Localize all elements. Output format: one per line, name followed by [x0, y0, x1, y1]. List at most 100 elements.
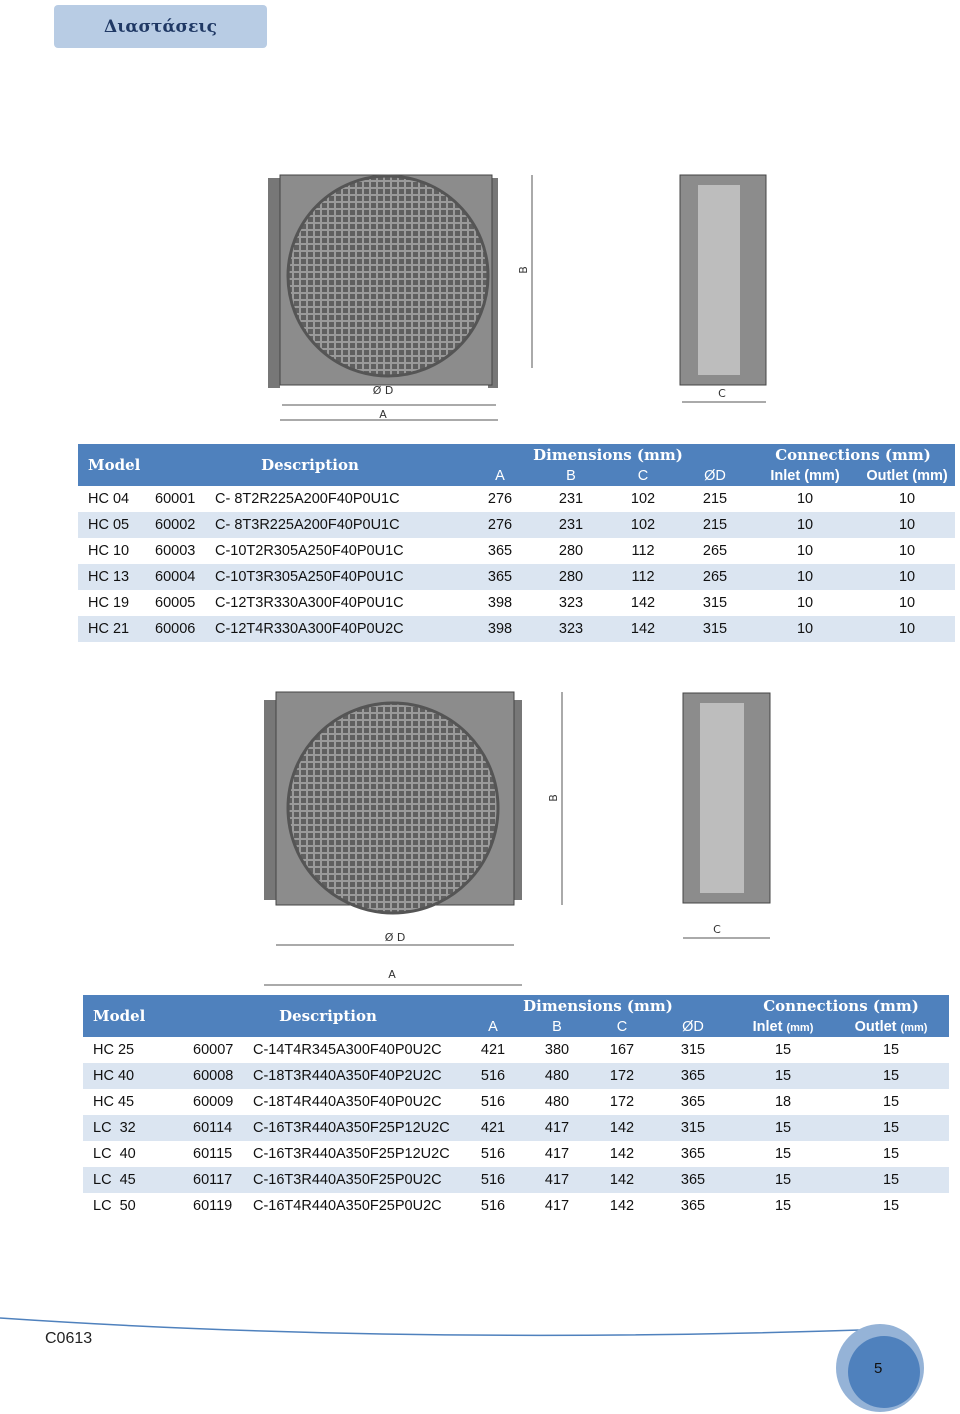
table-cell: 102	[630, 491, 656, 507]
table-cell: 10	[898, 543, 916, 559]
table-cell: 10	[859, 616, 956, 642]
header-cell: Dimensions (mm)	[463, 995, 734, 1016]
table-cell: LC 40	[93, 1146, 136, 1162]
header-row: Model Description Dimensions (mm) Connectio…	[78, 444, 956, 486]
table-cell: HC 05	[78, 512, 155, 538]
table-row: LC 45 60117 C-16T3R440A350F25P0U2C 516 417 14…	[83, 1167, 950, 1193]
table-cell: 112	[607, 564, 680, 590]
table-cell: 315	[702, 595, 728, 611]
table-row: LC 40 60115 C-16T3R440A350F25P12U2C 516 417 1…	[83, 1141, 949, 1167]
table-cell: 421	[463, 1115, 524, 1141]
dim-label: A	[379, 408, 387, 421]
table-cell: 215	[702, 491, 728, 507]
table-cell: 15	[774, 1146, 792, 1162]
coil	[512, 700, 522, 900]
table-cell: 10	[796, 595, 814, 611]
table-cell: 60001	[155, 491, 196, 507]
table-cell: 315	[680, 1042, 706, 1058]
header-row: A B C ØD Inlet (mm) Outlet (mm)	[78, 465, 956, 486]
table-cell: 417	[544, 1198, 570, 1214]
table-cell: HC 10	[88, 543, 130, 559]
table-cell: C-18T4R440A350F40P0U2C	[253, 1094, 442, 1110]
table-2: Model Description Dimensions (mm) Connectio…	[83, 995, 950, 1219]
table-cell: 10	[898, 595, 916, 611]
table-cell: 380	[544, 1042, 570, 1058]
header-cell: Connections (mm)	[751, 444, 956, 465]
page-number: 5	[874, 1360, 883, 1377]
table-cell: 516	[480, 1198, 506, 1214]
header-unit: (mm)	[786, 1021, 814, 1034]
table-cell: 365	[680, 1094, 706, 1110]
table-cell: 365	[653, 1167, 734, 1193]
table-cell: 10	[751, 616, 860, 642]
table-cell: 315	[653, 1115, 734, 1141]
table-row: HC 21 60006 C-12T4R330A300F40P0U2C 398 323 14…	[78, 616, 956, 642]
table-cell: C- 8T3R225A200F40P0U1C	[215, 512, 466, 538]
table-cell: 365	[487, 543, 513, 559]
table-cell: HC 25	[93, 1042, 135, 1058]
table-cell: 516	[480, 1094, 506, 1110]
table-cell: HC 13	[78, 564, 155, 590]
table-cell: 516	[463, 1167, 524, 1193]
table-cell: 172	[609, 1094, 635, 1110]
table-cell: 142	[609, 1198, 635, 1214]
header-cell: Model	[78, 444, 155, 486]
table-cell: 417	[523, 1167, 592, 1193]
table-cell: 10	[859, 564, 956, 590]
table-cell: LC 32	[83, 1115, 193, 1141]
table-cell: 365	[680, 1198, 706, 1214]
table-cell: 421	[480, 1042, 506, 1058]
dim-label: B	[517, 266, 530, 274]
header-cell: Description	[155, 444, 466, 486]
table-cell: 60008	[193, 1063, 253, 1089]
table-cell: 10	[859, 512, 956, 538]
figure-1: Ø D A B C	[268, 174, 767, 421]
table-cell: 15	[833, 1115, 950, 1141]
table-cell: 60007	[193, 1042, 234, 1058]
header-cell: Inlet (mm)	[733, 1016, 834, 1037]
side-inner	[700, 703, 744, 893]
table-cell: 276	[465, 512, 536, 538]
table-cell: 60114	[193, 1115, 253, 1141]
fan-grille	[286, 701, 500, 915]
table-cell: 323	[535, 616, 608, 642]
header-text: Outlet	[854, 1018, 897, 1035]
table-cell: 60006	[155, 616, 215, 642]
doc-code: C0613	[45, 1330, 93, 1347]
header-cell: C	[607, 465, 680, 486]
table-cell: 323	[558, 595, 584, 611]
table-cell: 280	[558, 543, 584, 559]
table-cell: 398	[465, 616, 536, 642]
table-cell: 417	[544, 1146, 570, 1162]
table-cell: 280	[535, 564, 608, 590]
footer-curve	[0, 1317, 861, 1337]
table-cell: 18	[774, 1094, 792, 1110]
header-text: Inlet	[752, 1018, 783, 1035]
table-row: HC 05 60002 C- 8T3R225A200F40P0U1C 276 231 10…	[78, 512, 956, 538]
header-cell: Outlet (mm)	[859, 465, 956, 486]
dim-label: A	[388, 968, 396, 981]
fan-grille	[286, 174, 490, 378]
header-cell: Outlet (mm)	[833, 1016, 950, 1037]
dim-label: Ø D	[373, 384, 394, 397]
header-cell: B	[535, 465, 608, 486]
table-cell: 10	[796, 491, 814, 507]
table-cell: C-10T3R305A250F40P0U1C	[215, 564, 466, 590]
table-row: HC 25 60007 C-14T4R345A300F40P0U2C 421 380 16…	[83, 1037, 949, 1063]
table-cell: 60117	[193, 1167, 253, 1193]
table-cell: 516	[480, 1146, 506, 1162]
table-cell: 172	[591, 1063, 654, 1089]
table-cell: 15	[774, 1042, 792, 1058]
table-row: HC 13 60004 C-10T3R305A250F40P0U1C 365 280 11…	[78, 564, 956, 590]
header-row: Model Description Dimensions (mm) Connectio…	[83, 995, 950, 1037]
table-row: LC 50 60119 C-16T4R440A350F25P0U2C 516 417 14…	[83, 1193, 949, 1219]
table-cell: 516	[463, 1063, 524, 1089]
table-cell: HC 40	[83, 1063, 193, 1089]
header-cell: A	[465, 465, 536, 486]
table-cell: 365	[465, 564, 536, 590]
table-cell: C-16T3R440A350F25P12U2C	[253, 1115, 464, 1141]
table-cell: 60005	[155, 595, 196, 611]
page-title: Διαστάσεις	[54, 5, 267, 48]
table-cell: 10	[796, 543, 814, 559]
table-cell: 112	[631, 543, 655, 559]
